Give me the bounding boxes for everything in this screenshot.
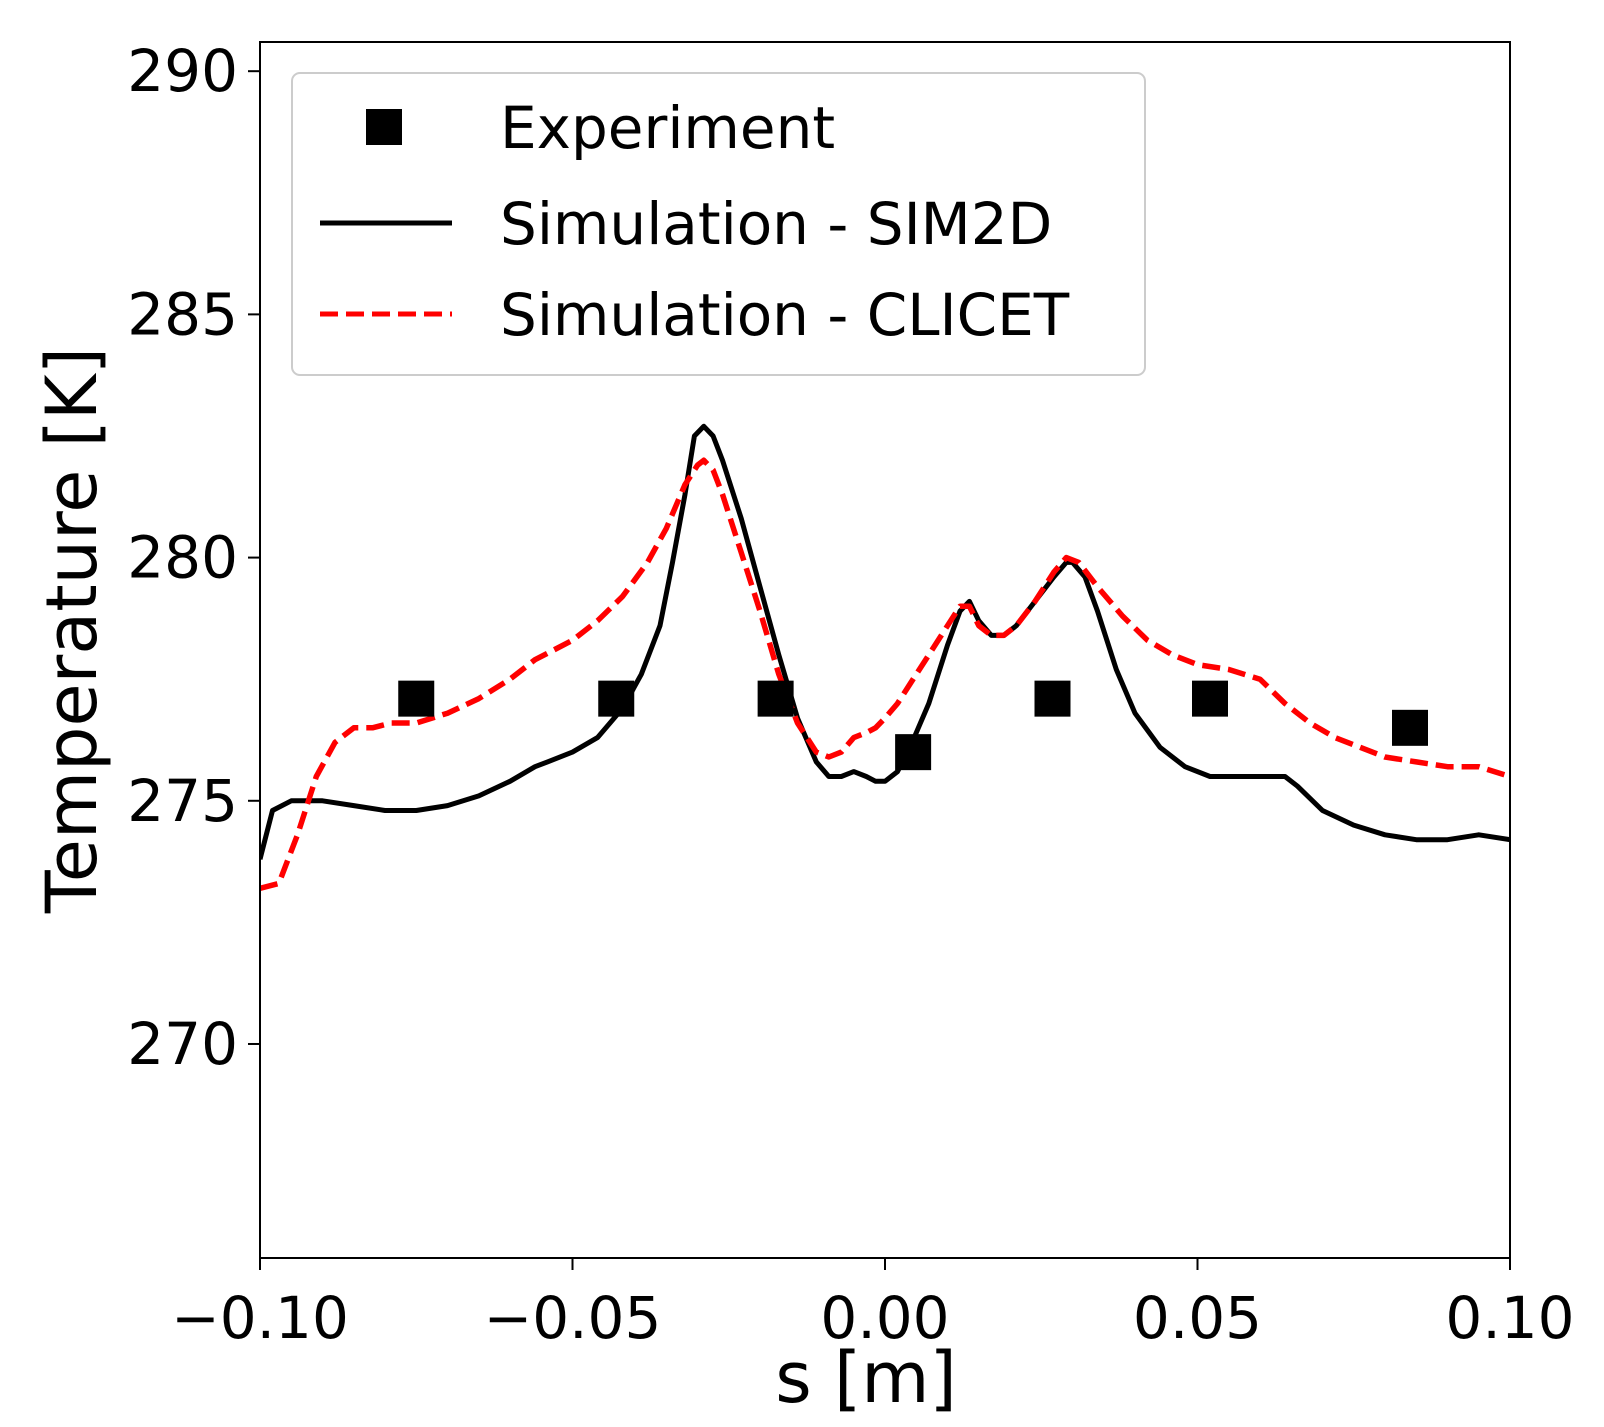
x-tick-label: 0.05 bbox=[1133, 1284, 1262, 1352]
x-tick-label: 0.00 bbox=[820, 1284, 949, 1352]
experiment-marker bbox=[598, 680, 635, 717]
legend-label-simulation-clicet: Simulation - CLICET bbox=[500, 281, 1070, 349]
y-axis-label: Temperature [K] bbox=[31, 347, 113, 914]
y-tick-label: 275 bbox=[127, 767, 238, 835]
simulation-clicet-line bbox=[260, 457, 1510, 891]
experiment-marker bbox=[757, 680, 794, 717]
y-axis: 270 275 280 285 290 bbox=[127, 37, 260, 1078]
legend-label-experiment: Experiment bbox=[500, 94, 835, 162]
experiment-marker bbox=[895, 734, 932, 771]
x-tick-label: −0.10 bbox=[171, 1284, 349, 1352]
legend: Experiment Simulation - SIM2D Simulation -… bbox=[291, 72, 1146, 376]
y-tick-label: 290 bbox=[127, 37, 238, 105]
simulation-sim2d-line bbox=[260, 423, 1510, 860]
y-tick-label: 270 bbox=[127, 1010, 238, 1078]
x-axis: −0.10 −0.05 0.00 0.05 0.10 bbox=[171, 1258, 1575, 1352]
experiment-marker bbox=[1192, 680, 1228, 717]
x-axis-label: s [m] bbox=[775, 1337, 957, 1419]
legend-frame bbox=[291, 72, 1146, 376]
x-tick-label: −0.05 bbox=[484, 1284, 662, 1352]
legend-label-simulation-sim2d: Simulation - SIM2D bbox=[500, 190, 1052, 258]
y-tick-label: 285 bbox=[127, 280, 238, 348]
y-tick-label: 280 bbox=[127, 524, 238, 592]
plot-content bbox=[260, 423, 1510, 891]
experiment-marker bbox=[1034, 680, 1071, 717]
experiment-marker bbox=[398, 680, 435, 717]
x-tick-label: 0.10 bbox=[1445, 1284, 1574, 1352]
experiment-marker bbox=[1392, 709, 1428, 746]
legend-marker-experiment bbox=[366, 109, 402, 145]
plot-area bbox=[259, 41, 1511, 1259]
